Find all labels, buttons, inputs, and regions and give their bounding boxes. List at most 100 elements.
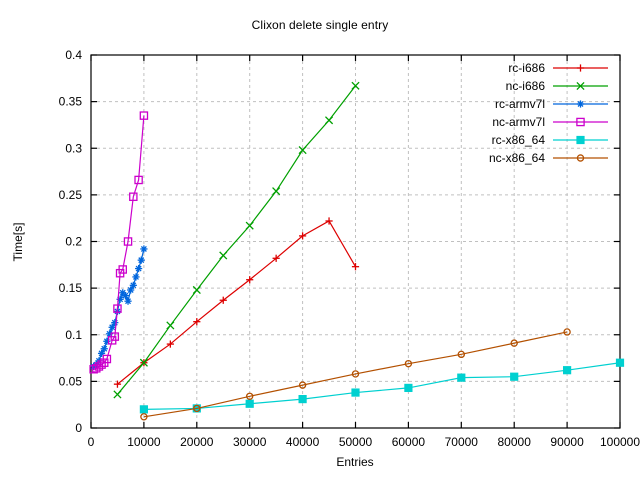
legend-marker-nc-x86_64	[576, 154, 585, 162]
series-line-nc-armv7l	[93, 115, 145, 370]
data-point-nc-armv7l	[102, 354, 112, 364]
x-tick-label: 30000	[233, 435, 267, 449]
data-point-nc-armv7l	[110, 332, 120, 341]
chart-title: Clixon delete single entry	[251, 18, 389, 32]
legend-marker-rc-x86_64	[576, 135, 585, 145]
data-point-rc-x86_64	[404, 383, 413, 393]
legend-label-nc-i686: nc-i686	[506, 79, 546, 93]
x-tick-label: 80000	[498, 435, 532, 449]
data-point-nc-armv7l	[89, 365, 98, 374]
x-tick-label: 90000	[550, 435, 584, 449]
x-tick-label: 20000	[180, 435, 214, 449]
x-tick-label: 100000	[600, 435, 640, 449]
data-point-rc-i686	[299, 232, 307, 240]
x-tick-label: 70000	[445, 435, 479, 449]
legend-label-rc-armv7l: rc-armv7l	[495, 97, 545, 111]
data-point-nc-armv7l	[134, 175, 143, 185]
series-line-rc-x86_64	[143, 362, 621, 410]
data-point-rc-x86_64	[139, 405, 149, 414]
gridlines	[91, 55, 620, 428]
legend-marker-nc-i686	[576, 81, 585, 91]
data-point-nc-armv7l	[123, 237, 133, 246]
data-point-rc-i686	[166, 340, 174, 348]
y-tick-label: 0.35	[59, 95, 83, 109]
legend-marker-rc-i686	[576, 64, 585, 72]
data-point-nc-x86_64	[510, 339, 518, 347]
data-point-rc-i686	[272, 254, 280, 262]
series-line-rc-i686	[117, 220, 357, 385]
legend-marker-rc-armv7l	[576, 100, 585, 108]
data-point-nc-x86_64	[457, 350, 466, 359]
data-point-nc-armv7l	[113, 304, 122, 313]
data-point-rc-x86_64	[245, 399, 254, 408]
data-point-rc-armv7l	[132, 273, 140, 281]
data-point-rc-armv7l	[129, 281, 137, 289]
data-point-rc-x86_64	[510, 372, 519, 381]
series-rc-i686	[113, 217, 360, 388]
x-tick-labels: 0 10000 20000 30000 40000 50000 60000 70000 8000…	[88, 435, 640, 449]
data-point-nc-i686	[351, 81, 360, 90]
data-point-nc-i686	[219, 251, 228, 260]
data-point-rc-x86_64	[351, 388, 360, 397]
data-point-nc-i686	[272, 187, 281, 196]
data-point-nc-i686	[298, 146, 307, 155]
data-point-rc-i686	[193, 318, 201, 326]
data-point-rc-x86_64	[457, 373, 466, 382]
y-tick-label: 0.15	[59, 281, 83, 295]
x-axis-title: Entries	[336, 455, 373, 469]
y-tick-label: 0	[75, 421, 82, 435]
series-nc-armv7l	[89, 111, 149, 374]
data-point-nc-x86_64	[140, 413, 148, 421]
y-tick-label: 0.1	[65, 328, 82, 342]
series-rc-armv7l	[90, 245, 148, 371]
x-tick-label: 60000	[392, 435, 426, 449]
data-point-rc-i686	[325, 217, 333, 225]
data-point-nc-x86_64	[404, 359, 413, 368]
y-tick-labels: 0 0.05 0.1 0.15 0.2 0.25 0.3 0.35 0.4	[59, 48, 83, 435]
data-series-group	[89, 81, 625, 421]
legend: rc-i686 nc-i686 rc-armv7l nc-armv7l rc-x86_6…	[489, 61, 608, 165]
data-point-rc-i686	[246, 276, 254, 284]
data-point-rc-armv7l	[135, 264, 143, 273]
legend-label-nc-x86_64: nc-x86_64	[489, 151, 545, 165]
y-tick-label: 0.05	[59, 374, 83, 388]
legend-label-rc-x86_64: rc-x86_64	[492, 133, 546, 147]
data-point-rc-armv7l	[124, 297, 132, 305]
data-point-rc-x86_64	[563, 366, 572, 375]
data-point-rc-armv7l	[140, 245, 148, 253]
y-tick-label: 0.25	[59, 188, 83, 202]
data-point-nc-x86_64	[245, 392, 254, 401]
series-line-nc-i686	[116, 85, 356, 395]
data-point-nc-x86_64	[563, 328, 571, 336]
y-tick-label: 0.4	[65, 48, 82, 62]
y-tick-label: 0.3	[65, 141, 82, 155]
data-point-rc-armv7l	[121, 291, 129, 300]
data-point-rc-i686	[219, 296, 227, 304]
data-point-rc-i686	[113, 380, 122, 388]
data-point-nc-i686	[139, 358, 148, 367]
data-point-nc-armv7l	[129, 192, 138, 201]
legend-label-rc-i686: rc-i686	[508, 61, 545, 75]
data-point-nc-armv7l	[139, 111, 149, 120]
x-tick-label: 10000	[127, 435, 161, 449]
data-point-rc-armv7l	[100, 345, 108, 353]
data-point-nc-armv7l	[97, 360, 106, 369]
data-point-nc-x86_64	[298, 381, 307, 389]
data-point-nc-i686	[192, 285, 201, 295]
legend-marker-nc-armv7l	[576, 117, 585, 127]
x-tick-label: 50000	[339, 435, 373, 449]
data-point-nc-armv7l	[118, 265, 127, 274]
data-point-nc-x86_64	[193, 404, 201, 413]
data-point-rc-x86_64	[615, 358, 625, 367]
x-tick-label: 0	[88, 435, 95, 449]
data-point-nc-i686	[245, 221, 254, 230]
data-point-rc-x86_64	[298, 394, 307, 404]
data-point-rc-i686	[351, 263, 360, 271]
series-line-nc-x86_64	[143, 331, 568, 418]
data-point-nc-i686	[113, 390, 122, 399]
data-point-rc-armv7l	[137, 256, 145, 264]
plot-frame	[90, 54, 621, 429]
series-rc-x86_64	[139, 358, 625, 414]
